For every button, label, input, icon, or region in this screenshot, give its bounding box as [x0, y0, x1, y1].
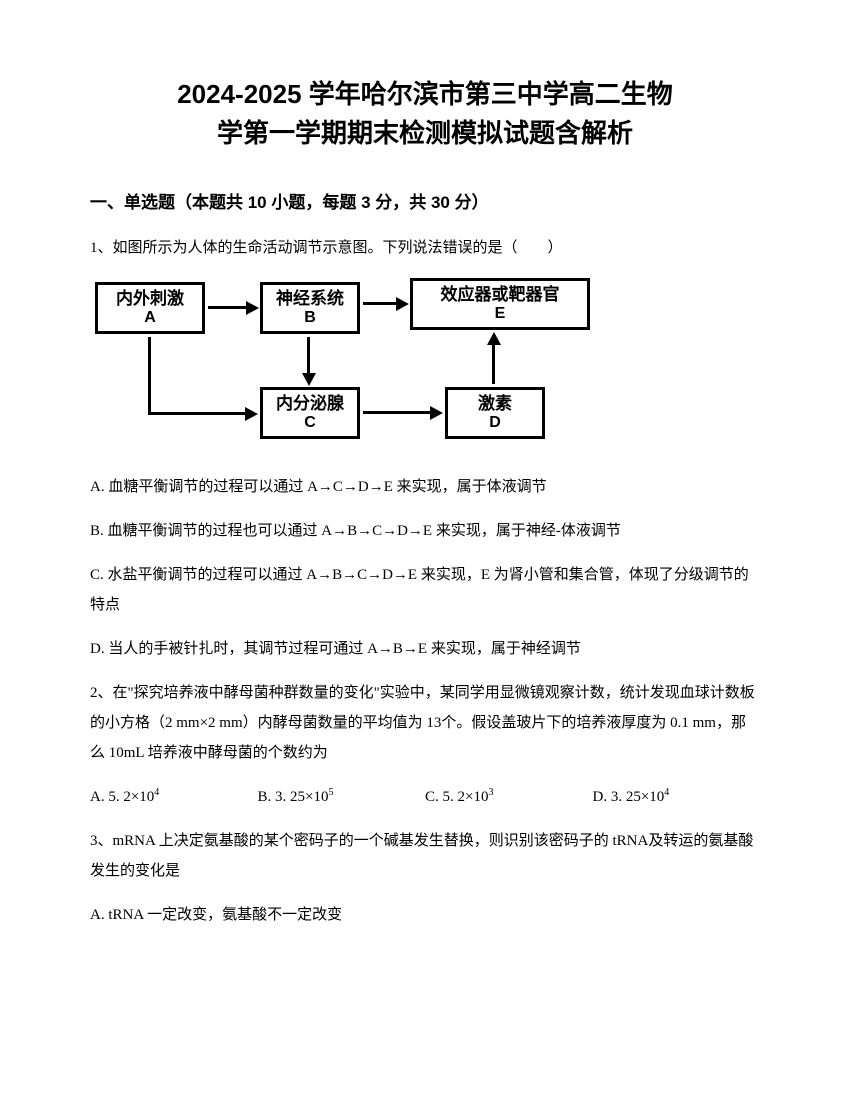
section-header: 一、单选题（本题共 10 小题，每题 3 分，共 30 分）	[90, 188, 760, 213]
box-d-title: 激素	[478, 394, 512, 414]
arrow-b-to-e-head	[396, 297, 409, 311]
q1-option-c: C. 水盐平衡调节的过程可以通过 A→B→C→D→E 来实现，E 为肾小管和集合…	[90, 560, 760, 620]
diagram-box-d: 激素 D	[445, 387, 545, 439]
q2-option-a: A. 5. 2×104	[90, 782, 258, 812]
document-title: 2024-2025 学年哈尔滨市第三中学高二生物 学第一学期期末检测模拟试题含解…	[90, 75, 760, 153]
box-b-label: B	[304, 309, 316, 327]
arrow-a-to-b	[208, 306, 248, 309]
box-d-label: D	[489, 414, 501, 432]
q1-option-a: A. 血糖平衡调节的过程可以通过 A→C→D→E 来实现，属于体液调节	[90, 472, 760, 502]
box-a-title: 内外刺激	[116, 289, 184, 309]
q2-option-d: D. 3. 25×104	[593, 782, 761, 812]
question-3-text: 3、mRNA 上决定氨基酸的某个密码子的一个碱基发生替换，则识别该密码子的 tR…	[90, 826, 760, 886]
title-line-2: 学第一学期期末检测模拟试题含解析	[217, 118, 633, 148]
arrow-a-to-c-head	[245, 407, 258, 421]
question-1-text: 1、如图所示为人体的生命活动调节示意图。下列说法错误的是（ ）	[90, 233, 760, 263]
arrow-b-to-c	[307, 337, 310, 375]
arrow-d-to-e	[492, 344, 495, 384]
q1-option-d: D. 当人的手被针扎时，其调节过程可通过 A→B→E 来实现，属于神经调节	[90, 634, 760, 664]
box-b-title: 神经系统	[276, 289, 344, 309]
arrow-b-to-e	[363, 302, 398, 305]
q2-option-b: B. 3. 25×105	[258, 782, 426, 812]
box-c-label: C	[304, 414, 316, 432]
diagram-box-e: 效应器或靶器官 E	[410, 278, 590, 330]
box-e-title: 效应器或靶器官	[441, 285, 560, 305]
question-2-text: 2、在"探究培养液中酵母菌种群数量的变化"实验中，某同学用显微镜观察计数，统计发…	[90, 678, 760, 768]
arrow-c-to-d-head	[430, 406, 443, 420]
box-c-title: 内分泌腺	[276, 394, 344, 414]
arrow-c-to-d	[363, 411, 431, 414]
q2-option-c: C. 5. 2×103	[425, 782, 593, 812]
box-e-label: E	[495, 305, 506, 323]
arrow-a-to-b-head	[246, 301, 259, 315]
diagram-box-a: 内外刺激 A	[95, 282, 205, 334]
arrow-b-to-c-head	[302, 373, 316, 386]
diagram-box-c: 内分泌腺 C	[260, 387, 360, 439]
q2-options: A. 5. 2×104 B. 3. 25×105 C. 5. 2×103 D. …	[90, 782, 760, 812]
arrow-a-to-c-v	[148, 337, 151, 415]
arrow-d-to-e-head	[487, 332, 501, 345]
diagram-box-b: 神经系统 B	[260, 282, 360, 334]
q3-option-a: A. tRNA 一定改变，氨基酸不一定改变	[90, 900, 760, 930]
box-a-label: A	[144, 309, 156, 327]
q1-option-b: B. 血糖平衡调节的过程也可以通过 A→B→C→D→E 来实现，属于神经-体液调…	[90, 516, 760, 546]
flow-diagram: 内外刺激 A 神经系统 B 效应器或靶器官 E 内分泌腺 C 激素 D	[90, 277, 600, 452]
arrow-a-to-c-h	[148, 412, 246, 415]
title-line-1: 2024-2025 学年哈尔滨市第三中学高二生物	[177, 79, 673, 109]
